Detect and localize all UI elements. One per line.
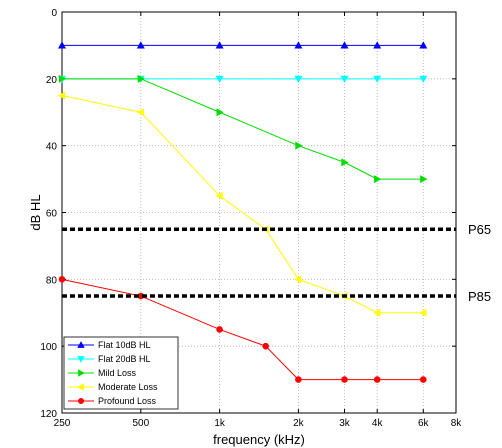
y-tick-label: 60 (46, 209, 58, 220)
y-tick-label: 0 (51, 8, 57, 19)
reference-line-label: P85 (468, 289, 491, 304)
series-profound-loss (58, 276, 427, 383)
x-tick-label: 6k (418, 418, 430, 429)
y-tick-label: 80 (46, 275, 58, 286)
legend-entry: Flat 20dB HL (68, 354, 151, 364)
legend-entry: Moderate Loss (68, 382, 158, 392)
data-point (341, 158, 349, 167)
data-point (419, 308, 427, 317)
x-tick-label: 250 (54, 418, 71, 429)
data-point (136, 108, 144, 117)
reference-line-label: P65 (468, 222, 491, 237)
data-point (294, 275, 302, 284)
legend-label: Moderate Loss (98, 382, 158, 392)
y-tick-label: 100 (40, 342, 57, 353)
legend-marker (77, 397, 85, 405)
tick-labels: 250 500 1k 2k 3k 4k 6k 8k 0 20 40 60 80 100 120 (40, 8, 462, 429)
series-line (62, 78, 424, 180)
data-point (420, 376, 427, 383)
x-tick-label: 500 (132, 418, 149, 429)
data-point (137, 74, 145, 83)
y-tick-label: 120 (40, 409, 57, 420)
data-point (294, 75, 303, 83)
legend-entry: Mild Loss (68, 368, 137, 378)
legend-entry: Flat 10dB HL (68, 340, 151, 350)
y-tick-label: 20 (46, 75, 58, 86)
data-point (136, 41, 145, 49)
legend-label: Mild Loss (98, 368, 137, 378)
series-line (61, 278, 424, 381)
data-point (57, 41, 67, 49)
data-point (216, 326, 223, 333)
legend-marker (77, 356, 85, 363)
data-point (57, 91, 66, 100)
data-point (340, 75, 349, 83)
data-point (373, 376, 381, 383)
data-point (58, 276, 66, 283)
data-point (420, 175, 428, 184)
series-line (61, 95, 424, 314)
data-point (216, 108, 224, 117)
reference-lines: P65 P85 (62, 222, 491, 304)
series-moderate-loss (57, 91, 427, 317)
data-point (58, 74, 67, 83)
data-point (215, 191, 223, 200)
legend-label: Flat 20dB HL (98, 354, 151, 364)
x-tick-label: 4k (372, 418, 384, 429)
legend-label: Profound Loss (98, 396, 157, 406)
legend-entry: Profound Loss (68, 396, 157, 406)
data-point (373, 308, 381, 317)
x-tick-label: 1k (214, 418, 226, 429)
series-flat-10db-hl (57, 41, 428, 49)
data-point (374, 175, 382, 184)
data-point (215, 75, 224, 83)
data-point (295, 376, 302, 383)
x-tick-label: 3k (339, 418, 351, 429)
data-point (419, 41, 428, 49)
legend-marker (77, 383, 84, 391)
data-point (215, 41, 224, 49)
data-point (341, 376, 348, 383)
data-point (294, 41, 303, 49)
y-tick-label: 40 (46, 142, 58, 153)
legend: Flat 10dB HL Flat 20dB HL Mild Loss Moderat… (63, 336, 179, 410)
data-point (373, 75, 382, 83)
data-point (373, 41, 382, 49)
data-point (295, 141, 303, 150)
series-group (57, 41, 428, 383)
legend-label: Flat 10dB HL (98, 340, 151, 350)
series-mild-loss (58, 74, 428, 184)
data-point (419, 75, 428, 83)
legend-marker (77, 341, 85, 348)
x-tick-label: 8k (451, 418, 463, 429)
data-point (340, 41, 349, 49)
y-axis-label: dB HL (28, 194, 43, 230)
data-point (262, 342, 269, 350)
x-axis-label: frequency (kHz) (213, 432, 305, 447)
x-tick-label: 2k (293, 418, 305, 429)
legend-marker (78, 369, 85, 377)
